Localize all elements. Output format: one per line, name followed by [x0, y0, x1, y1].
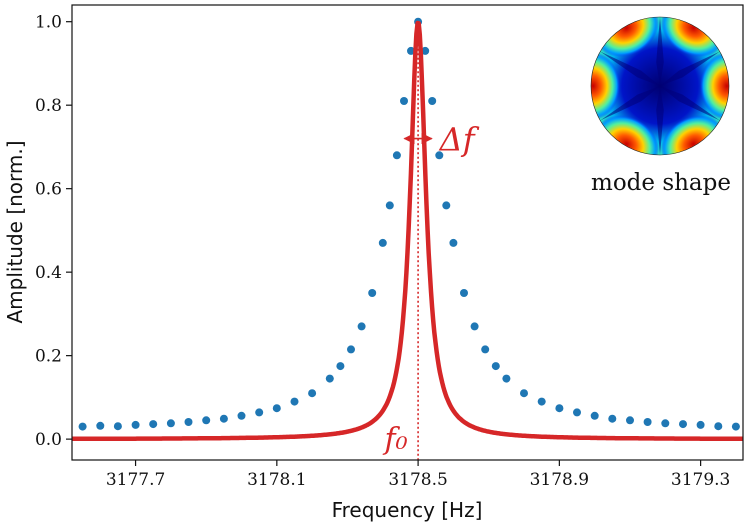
data-point — [731, 422, 740, 431]
x-tick-label: 3179.3 — [671, 470, 730, 490]
data-point — [520, 389, 528, 398]
y-tick-label: 0.6 — [35, 180, 62, 200]
data-point — [219, 414, 228, 423]
data-point — [336, 362, 345, 371]
data-point — [470, 322, 479, 331]
annotation-layer: f₀ Δf — [383, 21, 480, 460]
x-axis: 3177.7 3178.1 3178.5 3178.9 3179.3 — [106, 460, 730, 490]
data-point — [449, 238, 458, 247]
data-point — [407, 46, 415, 55]
y-tick-label: 0.4 — [35, 263, 62, 283]
data-point — [428, 97, 437, 105]
data-point — [78, 422, 87, 431]
data-point — [308, 389, 317, 398]
data-point — [696, 420, 705, 429]
data-layer — [78, 17, 740, 431]
data-point — [378, 238, 387, 247]
data-point — [491, 362, 500, 371]
data-point — [237, 411, 246, 420]
y-tick-label: 0.0 — [35, 430, 62, 450]
data-point — [96, 421, 105, 430]
data-point — [481, 345, 490, 354]
data-point — [714, 422, 723, 431]
f0-label: f₀ — [383, 422, 408, 457]
x-tick-label: 3178.9 — [530, 470, 589, 490]
data-point — [460, 289, 468, 297]
data-point — [573, 408, 581, 417]
inset-caption: mode shape — [591, 170, 731, 196]
data-point — [502, 374, 511, 383]
x-tick-label: 3178.5 — [388, 470, 447, 490]
y-tick-label: 0.8 — [35, 96, 62, 116]
data-point — [590, 411, 599, 420]
data-point — [608, 414, 617, 423]
data-point — [679, 420, 687, 429]
y-tick-label: 0.2 — [35, 347, 62, 367]
data-point — [368, 289, 377, 297]
fit-curve — [72, 20, 743, 442]
mode-shape-inset: mode shape — [590, 16, 731, 196]
data-point — [290, 397, 299, 406]
data-point — [421, 46, 430, 55]
data-point — [555, 404, 564, 413]
data-point — [400, 97, 408, 105]
x-tick-label: 3178.1 — [247, 470, 306, 490]
data-point — [442, 201, 451, 210]
data-point — [166, 419, 175, 428]
data-point — [435, 151, 444, 160]
data-point — [357, 322, 366, 331]
data-point — [184, 418, 193, 426]
y-tick-label: 1.0 — [35, 13, 62, 33]
data-point — [392, 151, 401, 160]
data-point — [537, 397, 546, 406]
data-point — [643, 418, 652, 426]
x-axis-title: Frequency [Hz] — [332, 498, 483, 522]
data-point — [202, 416, 211, 425]
plot-frame — [71, 4, 744, 461]
data-point — [661, 419, 670, 428]
fit-layer — [72, 20, 743, 442]
data-point — [131, 420, 140, 429]
df-label: Δf — [438, 121, 480, 159]
data-point — [272, 404, 281, 413]
y-axis: 0.0 0.2 0.4 0.6 0.8 1.0 — [35, 13, 72, 450]
data-point — [325, 374, 334, 383]
data-point — [626, 416, 634, 425]
y-axis-title: Amplitude [norm.] — [3, 140, 27, 323]
data-point — [149, 420, 158, 429]
data-point — [255, 408, 264, 417]
data-point — [113, 422, 122, 431]
x-tick-label: 3177.7 — [106, 470, 165, 490]
data-point — [347, 345, 355, 354]
data-point — [385, 201, 394, 210]
